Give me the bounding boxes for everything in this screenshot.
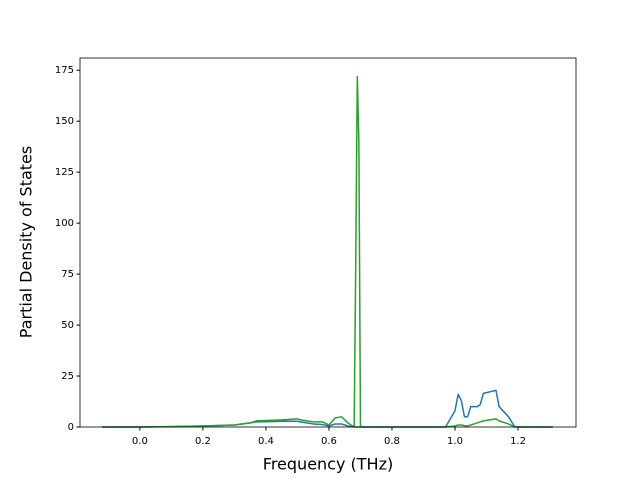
x-tick-label: 0.4 [258, 436, 274, 447]
x-tick-label: 0.8 [384, 436, 400, 447]
y-axis-label: Partial Density of States [17, 146, 36, 338]
y-tick-label: 125 [55, 167, 74, 178]
series-line [102, 75, 553, 428]
x-axis-label: Frequency (THz) [263, 455, 393, 474]
y-tick-label: 0 [68, 422, 74, 433]
x-tick-label: 1.0 [447, 436, 463, 447]
plot-frame [79, 57, 577, 428]
x-tick-label: 1.2 [510, 436, 526, 447]
y-tick-label: 75 [61, 269, 74, 280]
x-tick-label: 0.2 [195, 436, 211, 447]
y-tick-label: 175 [55, 65, 74, 76]
y-tick-label: 50 [61, 320, 74, 331]
x-tick-label: 0.6 [321, 436, 337, 447]
y-tick-label: 150 [55, 116, 74, 127]
x-tick-label: 0.0 [132, 436, 148, 447]
y-tick-label: 100 [55, 218, 74, 229]
y-tick-label: 25 [61, 371, 74, 382]
